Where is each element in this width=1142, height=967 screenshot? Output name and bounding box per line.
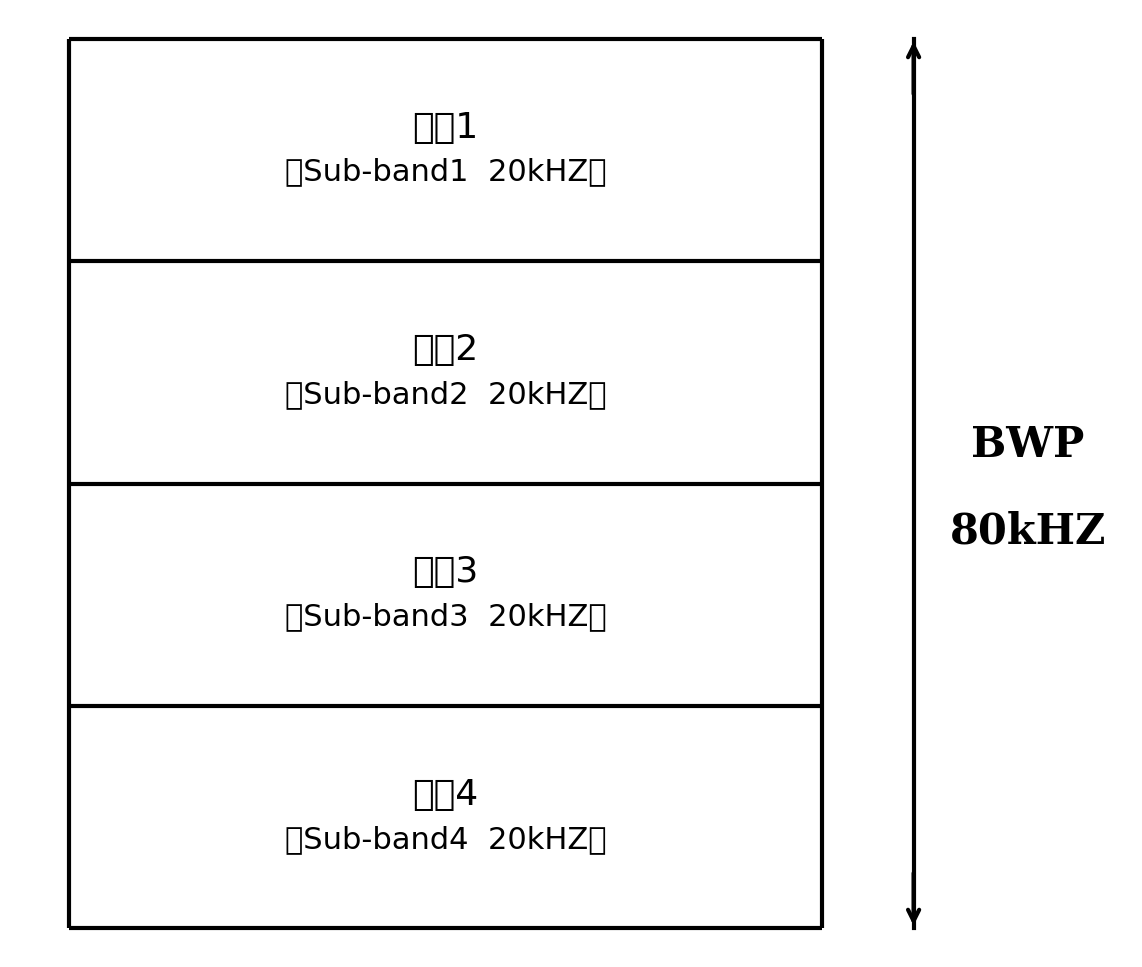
Text: 子剈4: 子剈4 bbox=[412, 777, 478, 812]
Text: 子剈1: 子剈1 bbox=[412, 110, 478, 145]
Text: （Sub-band2  20kHZ）: （Sub-band2 20kHZ） bbox=[284, 380, 606, 409]
Text: 子剈3: 子剈3 bbox=[412, 555, 478, 590]
Text: 80kHZ: 80kHZ bbox=[950, 511, 1105, 553]
Text: （Sub-band3  20kHZ）: （Sub-band3 20kHZ） bbox=[284, 602, 606, 631]
Text: BWP: BWP bbox=[971, 424, 1085, 466]
Text: 子剈2: 子剈2 bbox=[412, 333, 478, 367]
Text: （Sub-band1  20kHZ）: （Sub-band1 20kHZ） bbox=[284, 158, 606, 187]
Text: （Sub-band4  20kHZ）: （Sub-band4 20kHZ） bbox=[284, 825, 606, 854]
